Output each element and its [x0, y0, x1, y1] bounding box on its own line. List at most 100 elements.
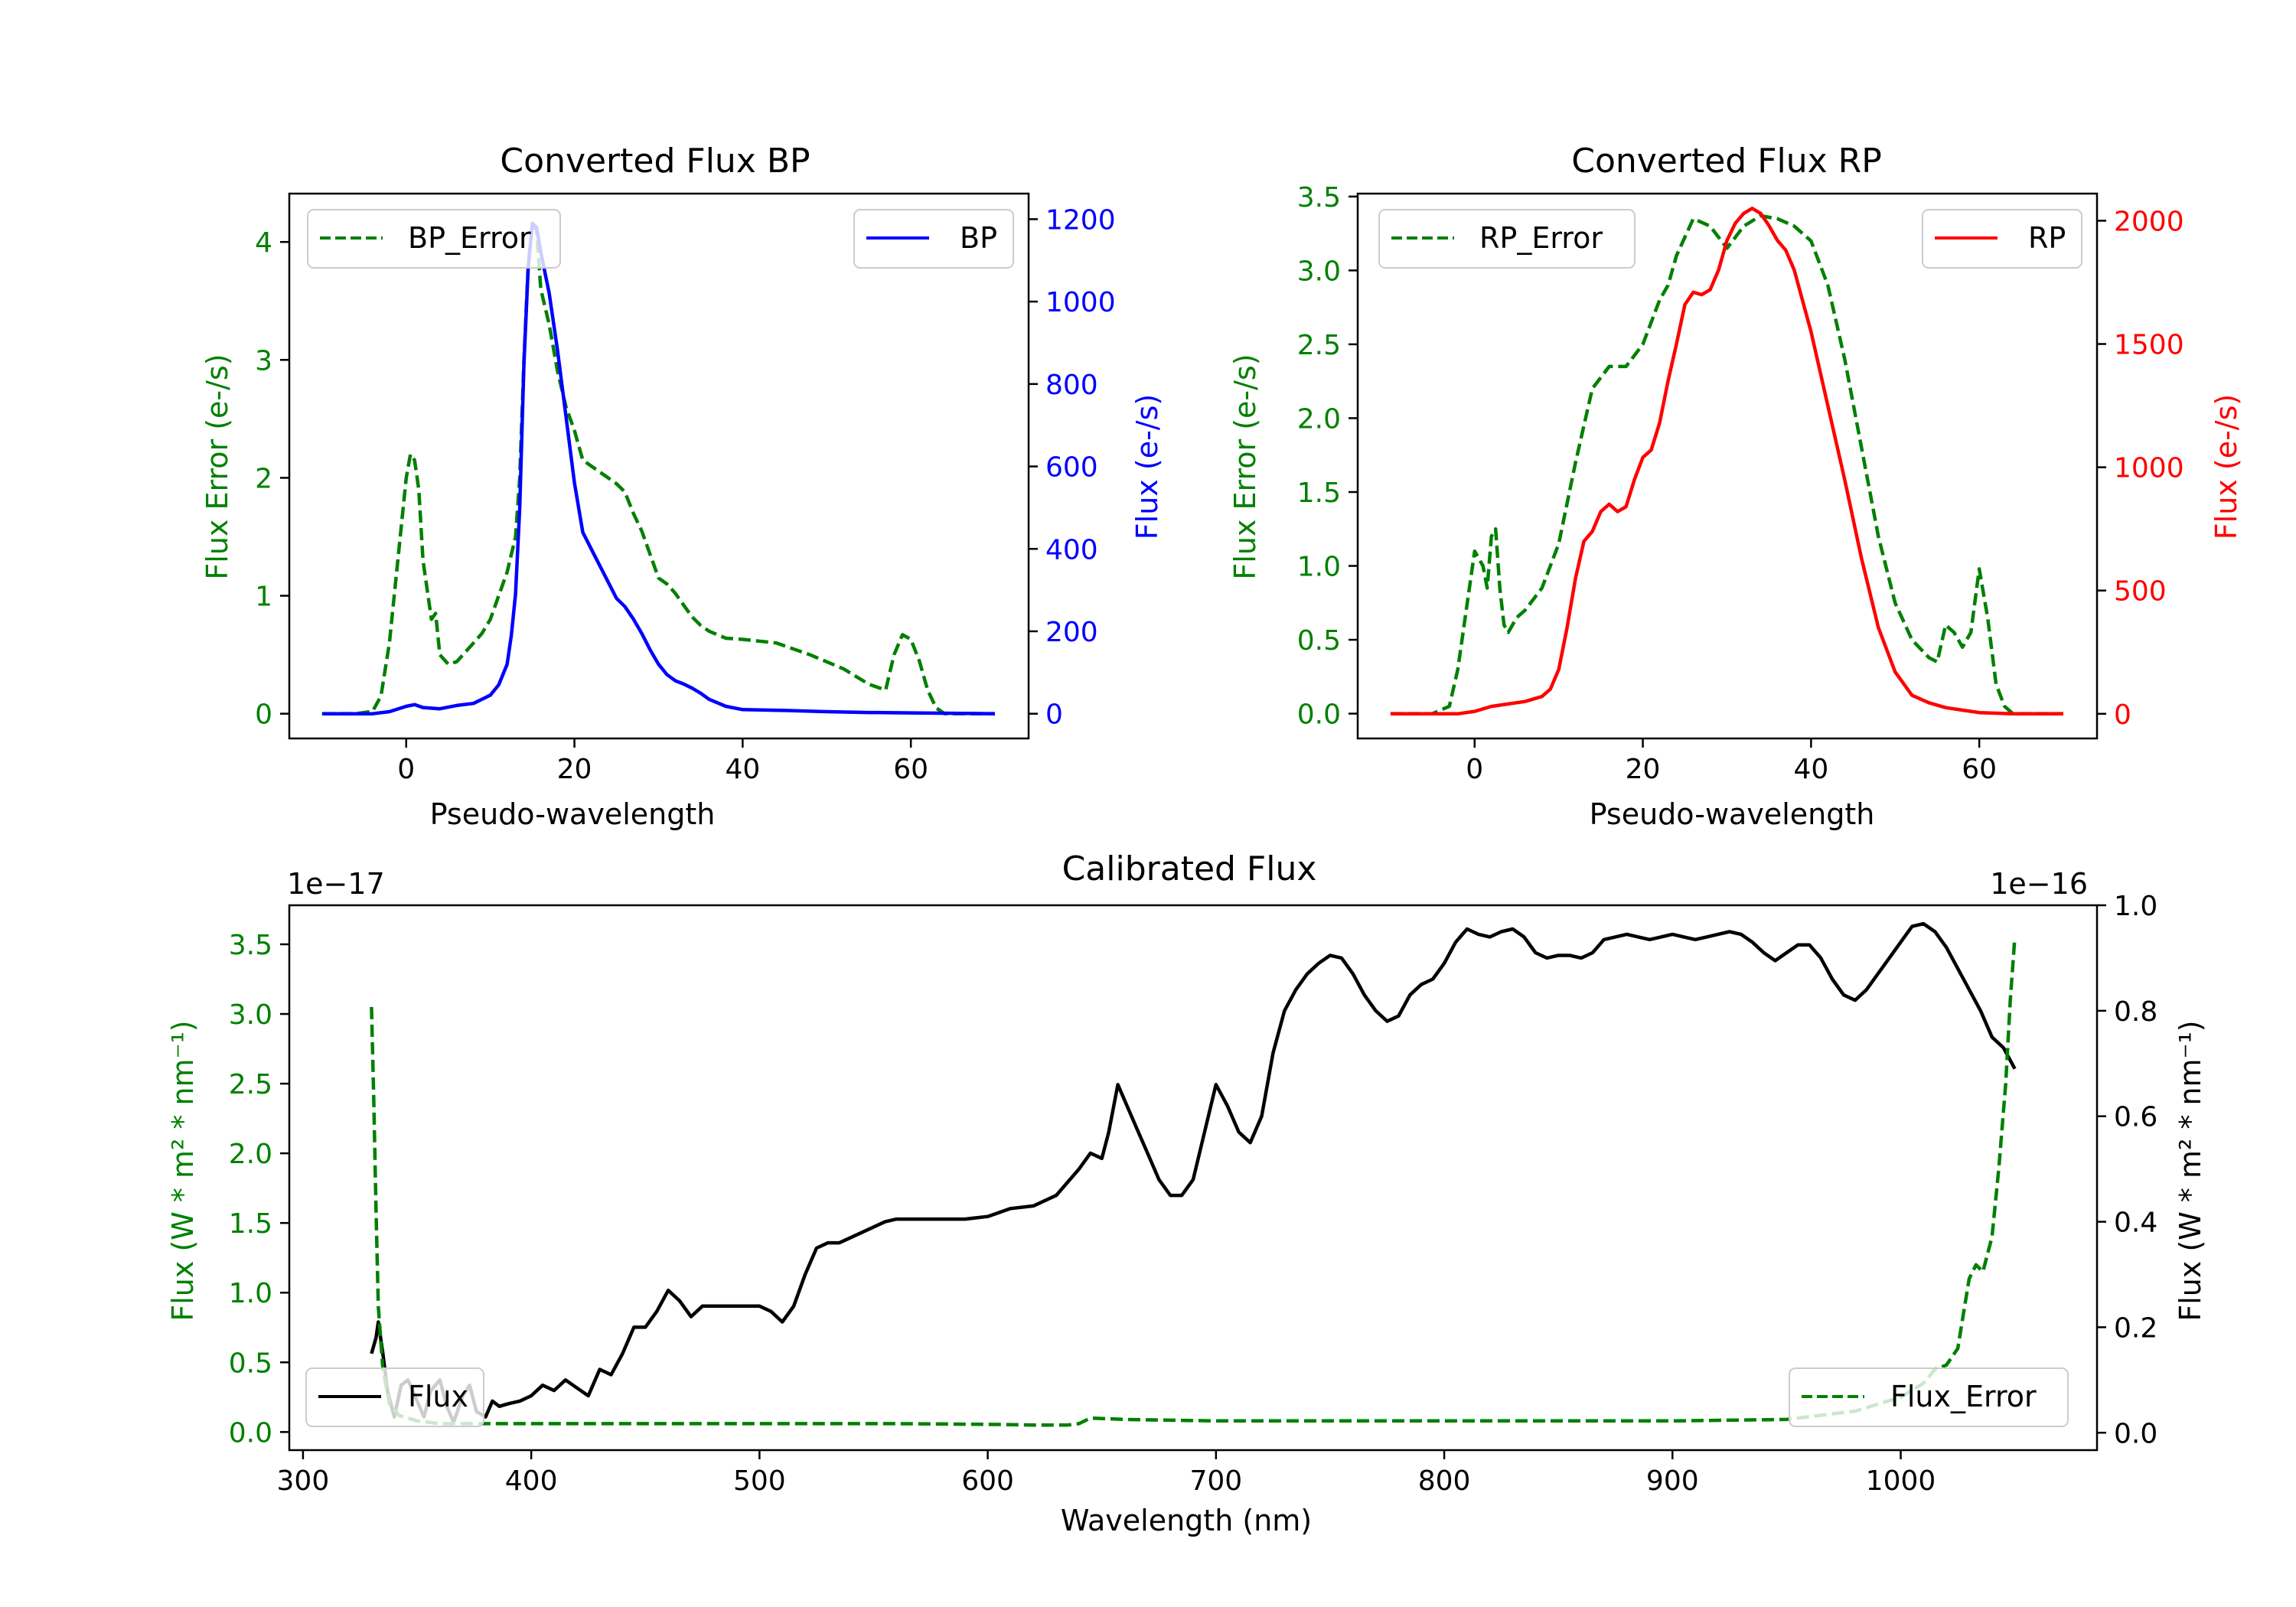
rp-legend-right-label: RP	[2028, 221, 2066, 255]
calibrated-ytick-right-label: 1.0	[2114, 891, 2157, 922]
calibrated-legend-right-box	[1789, 1367, 2069, 1427]
calibrated-panel: Calibrated Flux 1e−17 1e−16 300 400 500 600…	[166, 849, 2207, 1537]
rp-ytick-left-label: 2.5	[1297, 330, 1341, 361]
calibrated-ytick-left-label: 3.5	[229, 930, 272, 961]
bp-series-bp-error-line	[321, 222, 995, 715]
calibrated-xtick-label: 300	[277, 1465, 330, 1497]
bp-xtick-label: 0	[397, 754, 415, 785]
calibrated-offset-left: 1e−17	[287, 867, 385, 901]
rp-legend-right: RP	[1922, 209, 2082, 269]
bp-ylabel-right: Flux (e-/s)	[1130, 394, 1164, 539]
rp-xtick-label: 40	[1793, 754, 1828, 785]
bp-ytick-right-label: 200	[1045, 617, 1098, 648]
rp-axes-frame	[1356, 192, 2099, 740]
bp-legend-right-box	[853, 209, 1014, 269]
calibrated-ytick-right-label: 0.4	[2114, 1208, 2157, 1239]
rp-xtick-label: 60	[1962, 754, 1997, 785]
bp-ytick-left-label: 2	[255, 463, 272, 494]
rp-series-rp-line	[1390, 207, 2063, 716]
calibrated-xlabel: Wavelength (nm)	[1061, 1504, 1312, 1537]
bp-legend-left: BP_Error	[307, 209, 561, 269]
calibrated-series-flux-line	[370, 921, 2017, 1424]
bp-ytick-left-label: 4	[255, 227, 272, 259]
rp-ytick-right-label: 2000	[2114, 206, 2184, 237]
calibrated-axes-frame	[288, 904, 2099, 1452]
calibrated-offset-right: 1e−16	[1990, 867, 2088, 901]
rp-plot-area: 0 20 40 60 0.0 0.5 1.0 1.5 2.0 2.5 3.0 3.5 0 500 1000 1…	[1297, 182, 2184, 785]
rp-ytick-left-label: 1.5	[1297, 478, 1341, 509]
calibrated-xtick-label: 900	[1646, 1465, 1699, 1497]
bp-ytick-right-label: 400	[1045, 534, 1098, 566]
rp-ylabel-left: Flux Error (e-/s)	[1228, 354, 1262, 579]
rp-legend-left: RP_Error	[1378, 209, 1636, 269]
bp-legend-left-box	[307, 209, 561, 269]
rp-xtick-label: 0	[1466, 754, 1483, 785]
rp-ytick-right-label: 500	[2114, 576, 2167, 608]
calibrated-xtick-label: 400	[505, 1465, 558, 1497]
calibrated-ytick-left-label: 2.5	[229, 1069, 272, 1100]
calibrated-series-flux-error-line	[370, 937, 2017, 1427]
calibrated-legend-left: Flux	[305, 1367, 484, 1427]
rp-ytick-left-label: 0.5	[1297, 625, 1341, 657]
calibrated-ylabel-right: Flux (W * m² * nm⁻¹)	[2174, 1020, 2207, 1321]
bp-xtick-label: 40	[725, 754, 760, 785]
rp-legend-left-label: RP_Error	[1479, 221, 1603, 255]
rp-ytick-left-label: 0.0	[1297, 699, 1341, 731]
calibrated-ylabel-left: Flux (W * m² * nm⁻¹)	[166, 1020, 200, 1321]
calibrated-title: Calibrated Flux	[1062, 849, 1317, 888]
calibrated-ytick-right-label: 0.2	[2114, 1312, 2157, 1344]
calibrated-ytick-left-label: 2.0	[229, 1139, 272, 1170]
rp-xlabel: Pseudo-wavelength	[1590, 797, 1875, 831]
bp-legend-left-label: BP_Error	[408, 221, 531, 255]
rp-series-rp-error-line	[1390, 214, 2063, 715]
calibrated-legend-left-label: Flux	[408, 1380, 468, 1413]
calibrated-legend-right-label: Flux_Error	[1890, 1380, 2037, 1413]
calibrated-plot-area: 300 400 500 600 700 800 900 1000 0.0 0.5 1.0 1.5 2.0…	[229, 891, 2158, 1497]
bp-title: Converted Flux BP	[500, 142, 810, 181]
bp-ytick-right-label: 1200	[1045, 204, 1116, 236]
bp-xtick-label: 20	[557, 754, 592, 785]
bp-ytick-left-label: 3	[255, 345, 272, 376]
bp-ytick-left-label: 0	[255, 699, 272, 731]
bp-legend-right: BP	[853, 209, 1014, 269]
rp-ytick-left-label: 3.0	[1297, 256, 1341, 287]
bp-legend-right-label: BP	[960, 221, 997, 255]
calibrated-ytick-right-label: 0.6	[2114, 1102, 2157, 1133]
calibrated-ytick-right-label: 0.0	[2114, 1418, 2157, 1449]
rp-xtick-label: 20	[1626, 754, 1661, 785]
rp-ylabel-right: Flux (e-/s)	[2210, 394, 2243, 539]
rp-ytick-left-label: 1.0	[1297, 552, 1341, 583]
rp-ytick-right-label: 1000	[2114, 453, 2184, 484]
calibrated-legend-right: Flux_Error	[1789, 1367, 2069, 1427]
bp-series-bp-line	[321, 221, 996, 715]
calibrated-xtick-label: 1000	[1866, 1465, 1936, 1497]
calibrated-ytick-left-label: 1.5	[229, 1208, 272, 1240]
rp-title: Converted Flux RP	[1571, 142, 1882, 181]
calibrated-xtick-label: 800	[1418, 1465, 1471, 1497]
calibrated-ytick-left-label: 0.0	[229, 1417, 272, 1449]
rp-legend-right-box	[1922, 209, 2082, 269]
rp-ytick-right-label: 0	[2114, 699, 2131, 731]
calibrated-xtick-label: 700	[1189, 1465, 1242, 1497]
calibrated-ytick-left-label: 3.0	[229, 999, 272, 1031]
rp-ytick-left-label: 2.0	[1297, 403, 1341, 435]
bp-ylabel-left: Flux Error (e-/s)	[201, 354, 234, 579]
rp-ytick-left-label: 3.5	[1297, 182, 1341, 214]
calibrated-legend-left-box	[305, 1367, 484, 1427]
bp-panel: Converted Flux BP 0 20 40 60012340200400600…	[201, 142, 1164, 831]
calibrated-ytick-left-label: 0.5	[229, 1348, 272, 1379]
bp-ytick-right-label: 800	[1045, 370, 1098, 401]
bp-xlabel: Pseudo-wavelength	[430, 797, 716, 831]
bp-ytick-right-label: 1000	[1045, 287, 1116, 318]
rp-legend-left-box	[1378, 209, 1636, 269]
calibrated-xtick-label: 600	[961, 1465, 1014, 1497]
calibrated-ytick-right-label: 0.8	[2114, 996, 2157, 1028]
calibrated-ytick-left-label: 1.0	[229, 1278, 272, 1309]
bp-ytick-right-label: 600	[1045, 452, 1098, 484]
rp-ytick-right-label: 1500	[2114, 330, 2184, 361]
bp-xtick-label: 60	[893, 754, 928, 785]
rp-panel: Converted Flux RP 0 20 40 60 0.0 0.5 1.0 1.5 2.0…	[1228, 142, 2243, 831]
bp-ytick-left-label: 1	[255, 582, 272, 613]
